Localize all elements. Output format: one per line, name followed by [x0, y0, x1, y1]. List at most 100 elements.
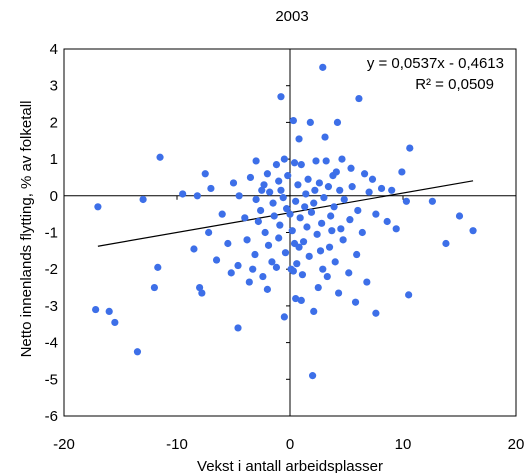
data-point: [306, 118, 314, 126]
y-tick-label: -3: [45, 298, 58, 315]
data-point: [351, 298, 360, 306]
data-point: [105, 307, 113, 316]
data-point: [279, 194, 287, 202]
data-point: [336, 186, 344, 194]
data-point: [190, 245, 198, 253]
y-tick-label: -6: [45, 408, 58, 425]
data-point: [292, 294, 300, 303]
data-point: [94, 203, 102, 211]
data-point: [266, 188, 274, 196]
data-point: [310, 307, 318, 316]
data-point: [305, 252, 313, 260]
data-point: [318, 219, 326, 227]
data-point: [363, 278, 371, 286]
x-tick-label: 10: [395, 436, 412, 453]
data-point: [365, 188, 373, 196]
data-point: [207, 184, 215, 193]
data-point: [292, 197, 300, 205]
x-axis-title: Vekst i antall arbeidsplasser: [197, 458, 383, 473]
data-point: [276, 221, 284, 229]
data-point: [261, 228, 269, 237]
data-point: [345, 269, 353, 277]
data-point: [320, 194, 328, 202]
data-point: [201, 170, 209, 178]
data-point: [301, 203, 309, 211]
trendline-group: [97, 180, 474, 247]
data-point: [289, 116, 297, 125]
data-point: [275, 177, 283, 185]
data-point: [332, 168, 340, 176]
data-point: [377, 184, 386, 193]
data-point: [269, 199, 277, 207]
data-point: [258, 186, 266, 194]
trendline-equation: y = 0,0537x - 0,4613: [367, 55, 504, 72]
data-point: [260, 181, 268, 189]
data-point: [227, 269, 235, 277]
data-point: [263, 285, 271, 293]
data-point: [268, 258, 276, 266]
data-point: [338, 155, 346, 163]
data-point: [251, 250, 259, 259]
data-point: [289, 267, 297, 275]
y-tick-label: 4: [50, 41, 58, 58]
data-point: [302, 190, 310, 198]
data-point: [303, 223, 311, 231]
data-point: [307, 208, 316, 216]
data-point: [333, 118, 342, 126]
y-tick-label: -5: [45, 371, 58, 388]
data-point: [280, 155, 288, 163]
data-point: [254, 217, 262, 226]
data-point: [272, 161, 281, 169]
data-point: [442, 239, 450, 248]
data-point: [368, 175, 377, 183]
data-point: [139, 195, 147, 204]
data-point: [249, 265, 257, 273]
data-point: [405, 291, 413, 299]
data-point: [288, 227, 296, 235]
data-point: [252, 157, 260, 165]
data-point: [280, 313, 288, 321]
data-point: [324, 183, 333, 191]
data-point: [314, 283, 322, 292]
data-point: [196, 283, 204, 292]
y-tick-label: 3: [50, 78, 58, 95]
y-tick-label: -1: [45, 225, 58, 242]
data-point: [327, 212, 335, 220]
y-tick-label: 2: [50, 114, 58, 131]
chart-title: 2003: [275, 8, 308, 25]
data-point: [297, 161, 305, 169]
data-point: [154, 263, 162, 271]
data-point: [299, 238, 308, 246]
data-points: [92, 63, 477, 380]
data-point: [322, 157, 330, 165]
data-point: [205, 228, 213, 237]
data-point: [331, 258, 339, 266]
data-point: [234, 324, 242, 332]
data-point: [241, 214, 249, 222]
data-point: [315, 179, 323, 187]
x-tick-label: 0: [286, 436, 294, 453]
x-tick-label: 20: [508, 436, 525, 453]
y-tick-label: -2: [45, 261, 58, 278]
data-point: [297, 296, 305, 304]
data-point: [193, 192, 201, 200]
data-point: [224, 239, 232, 248]
y-axis-title: Netto innenlands flytting, % av folketal…: [18, 101, 35, 358]
data-point: [348, 183, 356, 191]
data-point: [272, 263, 281, 271]
data-point: [325, 243, 334, 251]
data-point: [263, 170, 271, 178]
data-point: [295, 243, 303, 251]
data-point: [319, 265, 327, 273]
data-point: [469, 227, 477, 235]
data-point: [295, 135, 303, 143]
data-point: [347, 164, 355, 172]
data-point: [259, 272, 267, 281]
trendline: [97, 180, 474, 247]
data-point: [281, 249, 290, 257]
data-point: [406, 144, 414, 152]
data-point: [290, 159, 299, 167]
data-point: [198, 289, 206, 297]
